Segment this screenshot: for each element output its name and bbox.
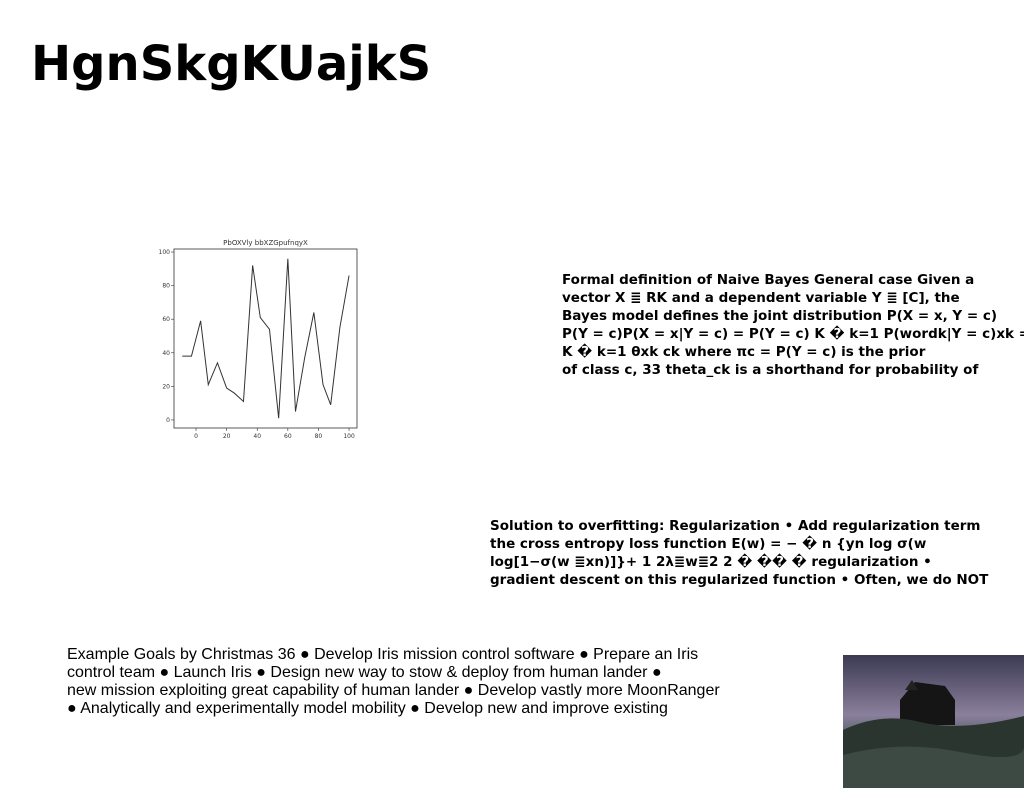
chart: PbOXVly bbXZGpufnqyX 0 20 40 60 80 100 0 20 40 60 8…: [159, 239, 358, 440]
slide-title: HgnSkgKUajkS: [31, 36, 431, 92]
text-line: ● Analytically and experimentally model …: [67, 700, 668, 717]
x-tick-label: 40: [253, 433, 261, 440]
y-tick-label: 80: [162, 283, 170, 290]
text-line: Formal definition of Naive Bayes General…: [562, 272, 974, 288]
x-tick-label: 80: [315, 433, 323, 440]
y-tick-label: 0: [166, 417, 170, 424]
x-tick-label: 100: [343, 433, 355, 440]
line: [182, 258, 350, 419]
x-tick-label: 20: [223, 433, 231, 440]
text-line: gradient descent on this regularized fun…: [490, 572, 989, 588]
plot-frame: [173, 248, 358, 429]
text-line: control team ● Launch Iris ● Design new …: [67, 664, 662, 681]
y-tick-label: 100: [159, 249, 171, 256]
text-line: Bayes model defines the joint distributi…: [562, 308, 997, 324]
text-line: P(Y = c)P(X = x|Y = c) = P(Y = c) K � k=…: [562, 325, 1024, 342]
y-tick-label: 40: [162, 350, 170, 357]
text-line: Example Goals by Christmas 36 ● Develop …: [67, 646, 698, 663]
text-line: new mission exploiting great capability …: [67, 682, 720, 699]
text-line: the cross entropy loss function E(w) = −…: [490, 535, 926, 552]
photo: [843, 655, 1024, 788]
y-tick-label: 60: [162, 316, 170, 323]
text-blocks: Formal definition of Naive Bayes General…: [67, 272, 1024, 717]
text-line: Solution to overfitting: Regularization …: [490, 518, 981, 534]
text-line: K � k=1 θxk ck where πc = P(Y = c) is th…: [562, 343, 926, 360]
text-line: log[1−σ(w ≣xn)]}+ 1 2λ≣w≣2 2 � �� � regu…: [490, 553, 932, 570]
y-tick-label: 20: [162, 383, 170, 390]
x-tick-label: 60: [284, 433, 292, 440]
x-tick-label: 0: [194, 433, 198, 440]
text-line: vector X ≣ RK and a dependent variable Y…: [562, 290, 960, 306]
text-line: of class c, 33 theta_ck is a shorthand f…: [562, 362, 978, 378]
chart-title: PbOXVly bbXZGpufnqyX: [223, 239, 308, 247]
